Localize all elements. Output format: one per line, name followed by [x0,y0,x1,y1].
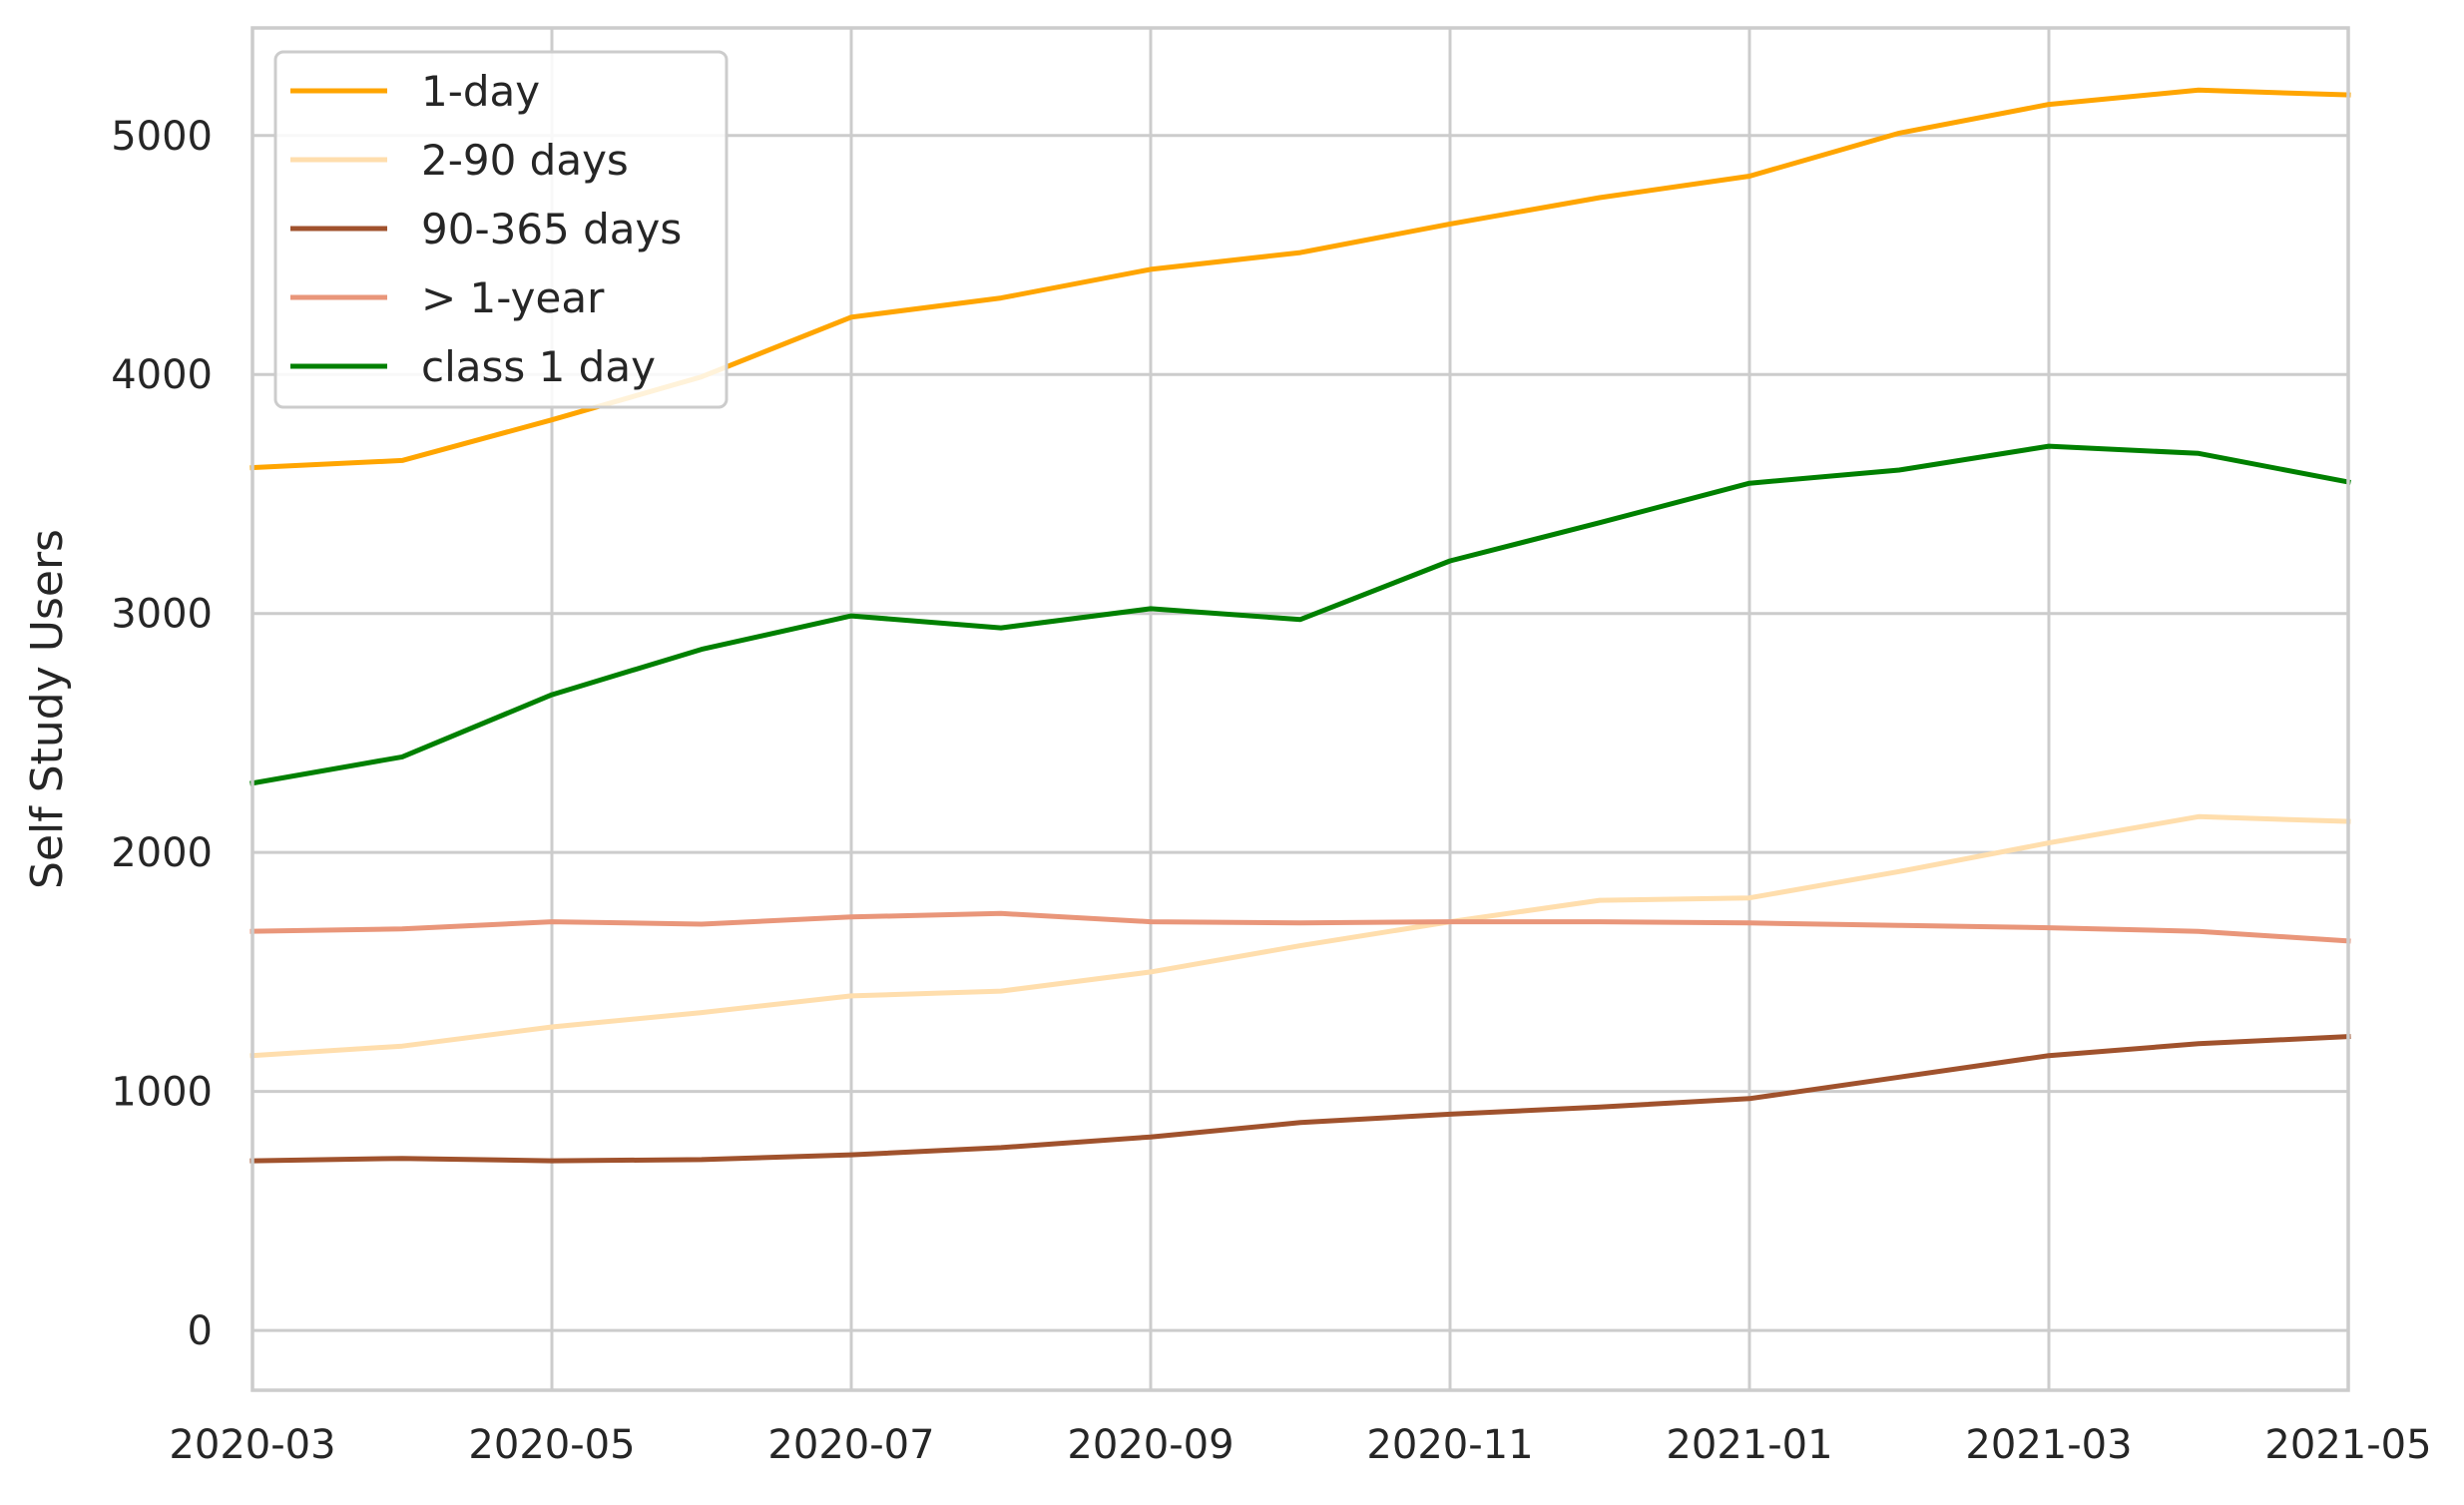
x-tick-label: 2020-05 [468,1422,635,1468]
legend-label: 1-day [421,67,540,116]
legend: 1-day 2-90 days 90-365 days > 1-year class 1… [273,50,729,409]
legend-label: 90-365 days [421,205,682,253]
legend-label: class 1 day [421,342,656,391]
series-line-2-90-days [249,813,2351,1059]
series-line-class-1-day [249,443,2351,786]
legend-label: > 1-year [421,273,605,322]
series-line-90-365-days [249,1033,2351,1164]
x-tick-label: 2020-09 [1067,1422,1233,1468]
y-axis-label: Self Study Users [22,529,73,889]
x-tick-label: 2021-03 [1965,1422,2132,1468]
x-tick-label: 2020-07 [767,1422,934,1468]
plot-frame [250,26,2350,1392]
x-tick-label: 2021-05 [2264,1422,2431,1468]
x-tick-label: 2020-11 [1366,1422,1533,1468]
x-tick-label: 2020-03 [169,1422,335,1468]
tick-labels: 0 1000 2000 3000 4000 5000 2020-03 2020-05 2020-… [111,114,2431,1468]
legend-box [273,50,729,409]
series-lines [249,87,2351,1164]
legend-label: 2-90 days [421,136,629,185]
series-line-1-year [249,910,2351,944]
y-tick-label: 1000 [111,1070,213,1116]
y-tick-label: 4000 [111,352,213,398]
y-tick-label: 0 [188,1308,213,1354]
y-tick-label: 3000 [111,592,213,638]
x-tick-label: 2021-01 [1666,1422,1832,1468]
y-tick-label: 5000 [111,114,213,160]
y-tick-label: 2000 [111,830,213,876]
